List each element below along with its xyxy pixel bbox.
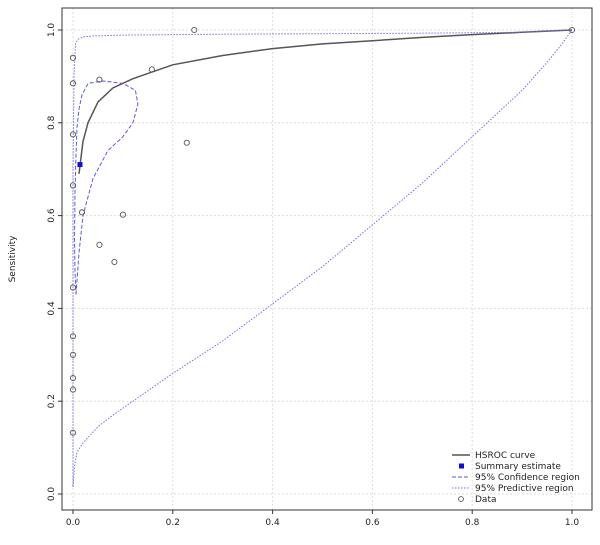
- data-point: [96, 241, 103, 248]
- legend-swatch-data: [458, 496, 464, 502]
- x-tick-label: 0.0: [66, 518, 81, 528]
- x-tick-label: 0.4: [265, 518, 280, 528]
- data-point: [191, 26, 198, 34]
- data-point: [69, 284, 77, 291]
- x-tick-label: 1.0: [565, 518, 580, 528]
- axes: 0.0 0.2 0.4 0.6 0.8 1.0 0.0 0.2 0.4 0.6 0.8 1.0: [47, 23, 579, 528]
- legend-label: Summary estimate: [475, 462, 561, 472]
- data-point: [96, 76, 103, 83]
- data-point: [69, 429, 77, 436]
- data-point: [69, 182, 77, 189]
- summary-estimate-point: [77, 162, 83, 168]
- confidence-line: [73, 80, 139, 295]
- plot-frame: [61, 7, 593, 511]
- series: [69, 26, 576, 488]
- data-point: [568, 26, 576, 34]
- data-point: [183, 139, 190, 146]
- y-tick-label: 0.4: [47, 301, 57, 316]
- data-point: [78, 209, 86, 216]
- data-point: [111, 258, 118, 266]
- data-point: [69, 333, 77, 340]
- x-tick-label: 0.6: [365, 518, 380, 528]
- legend-swatch-summary: [459, 463, 464, 469]
- hsroc-line: [78, 29, 573, 174]
- y-tick-label: 0.6: [47, 208, 57, 223]
- predictive-line: [72, 29, 574, 488]
- legend-label: 95% Predictive region: [475, 484, 574, 494]
- x-tick-label: 0.2: [166, 518, 180, 528]
- legend-label: HSROC curve: [475, 451, 536, 461]
- y-tick-label: 0.8: [47, 115, 57, 130]
- grid-lines: [62, 8, 592, 510]
- data-point: [119, 211, 126, 218]
- y-axis-title: Sensitivity: [8, 235, 18, 283]
- data-point: [69, 131, 77, 138]
- data-point: [69, 386, 77, 393]
- data-point: [69, 374, 77, 382]
- data-point: [69, 80, 77, 87]
- y-tick-label: 0.0: [47, 487, 57, 502]
- y-tick-label: 0.2: [47, 394, 57, 408]
- x-tick-label: 0.8: [465, 518, 480, 528]
- data-point: [148, 66, 155, 73]
- legend-label: 95% Confidence region: [475, 473, 580, 483]
- data-point: [69, 54, 77, 61]
- legend-label: Data: [475, 495, 497, 505]
- data-point: [69, 351, 77, 358]
- y-tick-label: 1.0: [47, 23, 57, 38]
